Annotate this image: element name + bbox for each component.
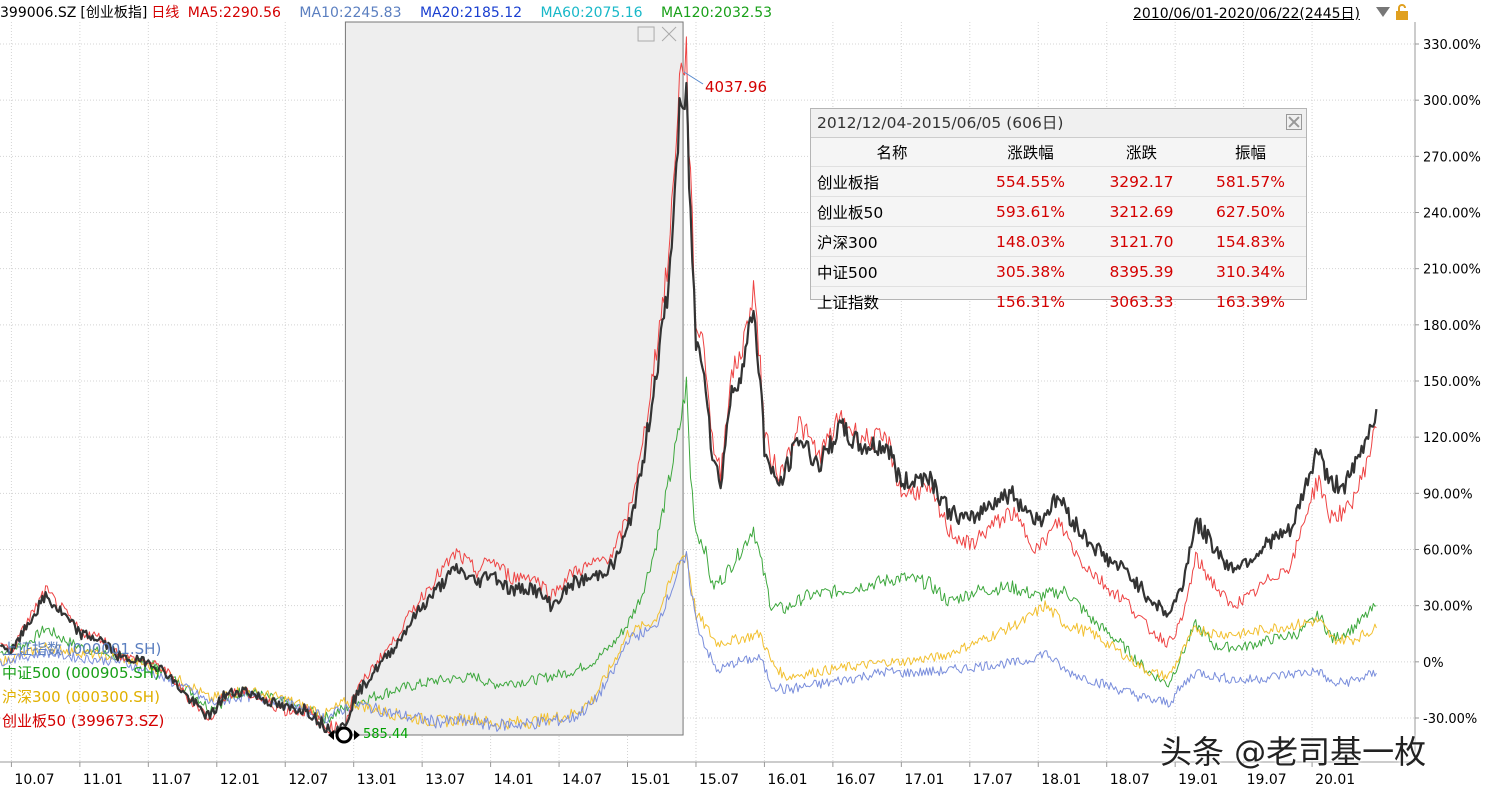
- row-chg-pct: 148.03%: [973, 226, 1088, 257]
- row-name: 创业板50: [811, 196, 973, 227]
- maximize-icon[interactable]: [637, 26, 655, 42]
- table-row[interactable]: 创业板指 554.55% 3292.17 581.57%: [811, 166, 1306, 197]
- row-name: 中证500: [811, 256, 973, 287]
- legend-entry[interactable]: 沪深300 (000300.SH): [2, 688, 160, 706]
- y-tick-label: 270.00%: [1423, 150, 1481, 165]
- x-tick-label: 19.01: [1178, 772, 1218, 788]
- x-tick-label: 18.07: [1110, 772, 1150, 788]
- row-amp: 627.50%: [1195, 196, 1306, 227]
- range-handle-icon[interactable]: [335, 726, 353, 744]
- row-chg-pct: 593.61%: [973, 196, 1088, 227]
- x-tick-label: 16.07: [836, 772, 876, 788]
- row-chg-pct: 156.31%: [973, 286, 1088, 316]
- high-annotation: 4037.96: [705, 78, 768, 96]
- close-icon[interactable]: [1286, 114, 1302, 130]
- ma5-value: MA5:2290.56: [187, 5, 281, 21]
- col-chg-pct: 涨跌幅: [1007, 144, 1054, 162]
- x-tick-label: 10.07: [14, 772, 54, 788]
- row-chg: 3292.17: [1088, 166, 1195, 197]
- x-tick-label: 18.01: [1041, 772, 1081, 788]
- range-stats-popup[interactable]: 2012/12/04-2015/06/05 (606日) 名称 涨跌幅 涨跌 振…: [810, 108, 1307, 316]
- y-tick-label: 0%: [1423, 656, 1444, 671]
- x-tick-label: 13.01: [357, 772, 397, 788]
- x-tick-label: 17.01: [904, 772, 944, 788]
- col-amp: 振幅: [1234, 144, 1266, 162]
- x-tick-label: 12.01: [220, 772, 260, 788]
- row-chg-pct: 305.38%: [973, 256, 1088, 287]
- x-tick-label: 11.01: [83, 772, 123, 788]
- legend-entry[interactable]: 创业板50 (399673.SZ): [2, 712, 164, 730]
- row-chg: 3063.33: [1088, 286, 1195, 316]
- row-chg: 3212.69: [1088, 196, 1195, 227]
- row-name: 上证指数: [811, 286, 973, 316]
- y-tick-label: 60.00%: [1423, 544, 1473, 559]
- y-tick-label: -30.00%: [1423, 712, 1477, 727]
- y-tick-label: 180.00%: [1423, 319, 1481, 334]
- col-name: 名称: [876, 144, 908, 162]
- lock-icon[interactable]: [1395, 4, 1409, 20]
- watermark: 头条 @老司基一枚: [1160, 733, 1427, 771]
- y-tick-label: 150.00%: [1423, 375, 1481, 390]
- selection-range[interactable]: [344, 21, 684, 736]
- table-row[interactable]: 沪深300 148.03% 3121.70 154.83%: [811, 226, 1306, 257]
- row-chg-pct: 554.55%: [973, 166, 1088, 197]
- legend-entry[interactable]: 中证500 (000905.SH): [2, 664, 160, 682]
- y-tick-label: 120.00%: [1423, 431, 1481, 446]
- col-chg: 涨跌: [1125, 144, 1157, 162]
- row-name: 创业板指: [811, 166, 973, 197]
- ma20-value: MA20:2185.12: [419, 5, 523, 21]
- x-tick-label: 15.07: [699, 772, 739, 788]
- ma120-value: MA120:2032.53: [661, 5, 773, 21]
- x-tick-label: 15.01: [631, 772, 671, 788]
- high-marker: [683, 71, 704, 85]
- y-tick-label: 240.00%: [1423, 207, 1481, 222]
- date-range[interactable]: 2010/06/01-2020/06/22(2445日): [1133, 6, 1360, 22]
- x-tick-label: 20.01: [1315, 772, 1355, 788]
- low-annotation: 585.44: [363, 727, 409, 742]
- table-row[interactable]: 中证500 305.38% 8395.39 310.34%: [811, 256, 1306, 287]
- x-tick-label: 11.07: [151, 772, 191, 788]
- period-label[interactable]: 日线: [151, 5, 180, 21]
- x-tick-label: 17.07: [973, 772, 1013, 788]
- row-chg: 8395.39: [1088, 256, 1195, 287]
- ma10-value: MA10:2245.83: [299, 5, 402, 21]
- table-row[interactable]: 创业板50 593.61% 3212.69 627.50%: [811, 196, 1306, 227]
- chart-header: 399006.SZ [创业板指] 日线 MA5:2290.56 MA10:2245.…: [0, 2, 786, 24]
- series-line-0[interactable]: [0, 81, 1378, 736]
- y-tick-label: 90.00%: [1423, 487, 1473, 502]
- stock-code: 399006.SZ: [0, 5, 77, 21]
- dropdown-triangle-icon[interactable]: [1376, 7, 1390, 17]
- y-tick-label: 300.00%: [1423, 94, 1481, 109]
- series-line-4[interactable]: [0, 551, 1377, 732]
- x-tick-label: 16.01: [767, 772, 807, 788]
- close-selection-icon[interactable]: [661, 26, 677, 42]
- stock-name: [创业板指]: [80, 5, 148, 21]
- row-name: 沪深300: [811, 226, 973, 257]
- x-tick-label: 12.07: [288, 772, 328, 788]
- x-tick-label: 13.07: [425, 772, 465, 788]
- legend-entry[interactable]: 上证指数 (000001.SH): [2, 640, 161, 658]
- y-tick-label: 210.00%: [1423, 263, 1481, 278]
- x-tick-label: 14.01: [494, 772, 534, 788]
- row-amp: 163.39%: [1195, 286, 1306, 316]
- y-tick-label: 30.00%: [1423, 600, 1473, 615]
- table-row[interactable]: 上证指数 156.31% 3063.33 163.39%: [811, 286, 1306, 316]
- x-tick-label: 14.07: [562, 772, 602, 788]
- ma60-value: MA60:2075.16: [540, 5, 643, 21]
- stats-table: 名称 涨跌幅 涨跌 振幅 创业板指 554.55% 3292.17 581.57…: [811, 138, 1306, 316]
- y-tick-label: 330.00%: [1423, 38, 1481, 53]
- row-amp: 581.57%: [1195, 166, 1306, 197]
- series-line-3[interactable]: [0, 552, 1377, 730]
- popup-title: 2012/12/04-2015/06/05 (606日): [811, 109, 1306, 138]
- row-amp: 310.34%: [1195, 256, 1306, 287]
- x-tick-label: 19.07: [1247, 772, 1287, 788]
- row-amp: 154.83%: [1195, 226, 1306, 257]
- row-chg: 3121.70: [1088, 226, 1195, 257]
